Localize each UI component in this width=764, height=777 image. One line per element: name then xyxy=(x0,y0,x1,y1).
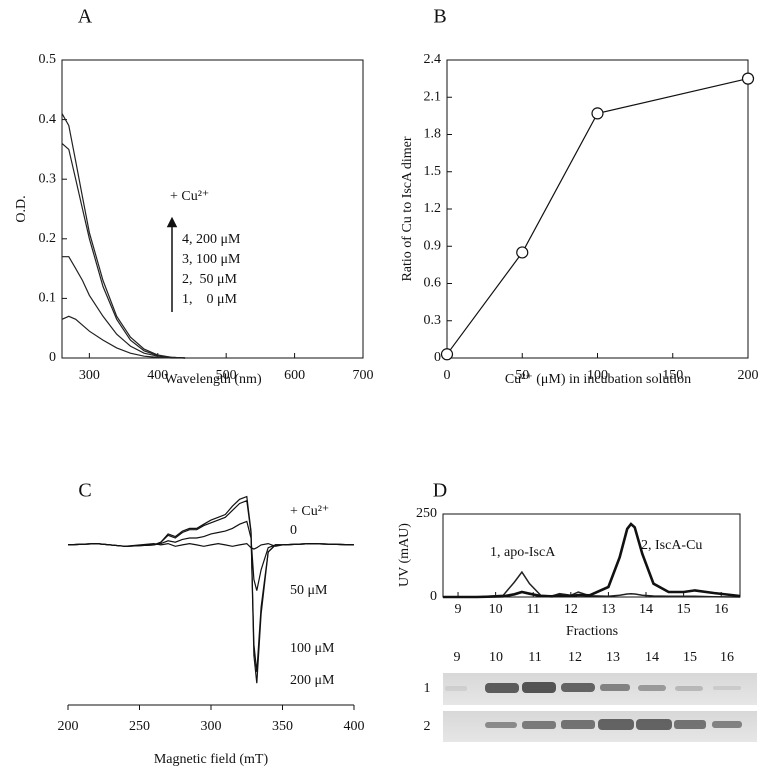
x-tick-label: 14 xyxy=(639,602,653,617)
series-line xyxy=(61,113,186,359)
y-tick-label: 0.9 xyxy=(424,238,442,253)
y-tick-label: 0.4 xyxy=(39,112,57,127)
series-line xyxy=(443,522,741,599)
y-tick-label: 0.6 xyxy=(424,276,442,291)
lane-label: 13 xyxy=(606,650,620,665)
y-tick-label: 0 xyxy=(434,350,441,365)
series-label: 100 μM xyxy=(290,641,335,656)
data-point xyxy=(516,246,529,259)
series-line xyxy=(67,520,355,591)
x-tick-label: 400 xyxy=(147,368,168,383)
y-axis-label: Ratio of Cu to IscA dimer xyxy=(400,136,415,281)
y-tick-label: 0.1 xyxy=(39,291,57,306)
x-tick-label: 400 xyxy=(344,719,365,734)
x-tick-label: 200 xyxy=(58,719,79,734)
x-tick-label: 0 xyxy=(444,368,451,383)
x-axis-label: Magnetic field (mT) xyxy=(154,752,269,767)
series-label: 2, IscA-Cu xyxy=(641,538,702,553)
lane-label: 9 xyxy=(454,650,461,665)
data-point xyxy=(741,72,755,85)
y-tick-label: 1.2 xyxy=(424,201,442,216)
x-tick-label: 350 xyxy=(272,719,293,734)
x-tick-label: 16 xyxy=(714,602,728,617)
annotation: + Cu²⁺ xyxy=(170,189,209,204)
y-tick-label: 0.5 xyxy=(39,52,57,67)
panel-label: D xyxy=(433,480,447,502)
y-tick-label: 250 xyxy=(416,506,437,521)
series-label: 50 μM xyxy=(290,583,328,598)
x-tick-label: 200 xyxy=(738,368,759,383)
y-tick-label: 2.1 xyxy=(424,89,442,104)
row-label: 2 xyxy=(424,719,431,734)
x-tick-label: 10 xyxy=(489,602,503,617)
series-label: 0 xyxy=(290,523,297,538)
x-tick-label: 11 xyxy=(526,602,539,617)
y-tick-label: 1.5 xyxy=(424,164,442,179)
series-line xyxy=(446,78,749,355)
bands xyxy=(445,682,742,730)
series-label: 3, 100 μM xyxy=(182,252,241,267)
y-tick-label: 0.3 xyxy=(39,171,57,186)
series-line xyxy=(67,542,355,550)
lane-label: 16 xyxy=(720,650,734,665)
x-tick-label: 12 xyxy=(564,602,578,617)
gel xyxy=(443,673,757,742)
y-tick-label: 0 xyxy=(430,589,437,604)
series-label: 1, apo-IscA xyxy=(490,545,556,560)
x-tick-label: 250 xyxy=(129,719,150,734)
plot-frame xyxy=(446,59,749,359)
y-tick-label: 0.3 xyxy=(424,313,442,328)
x-tick-label: 600 xyxy=(284,368,305,383)
series-line xyxy=(443,570,741,598)
x-tick-label: 13 xyxy=(601,602,615,617)
annotation: + Cu²⁺ xyxy=(290,504,329,519)
x-tick-label: 15 xyxy=(677,602,691,617)
row-label: 1 xyxy=(424,681,431,696)
y-tick-label: 2.4 xyxy=(424,52,442,67)
series-label: 4, 200 μM xyxy=(182,232,241,247)
series-line xyxy=(67,495,355,684)
x-axis-label: Cu²⁺ (μM) in incubation solution xyxy=(505,372,691,387)
lane-label: 12 xyxy=(568,650,582,665)
x-tick-label: 300 xyxy=(201,719,222,734)
series-label: 2, 50 μM xyxy=(182,272,238,287)
y-axis-label: UV (mAU) xyxy=(397,523,412,587)
series-label: 1, 0 μM xyxy=(182,292,238,307)
y-tick-label: 0 xyxy=(49,350,56,365)
x-axis-label: Wavelength (nm) xyxy=(164,372,262,387)
lane-label: 15 xyxy=(683,650,697,665)
x-tick-label: 300 xyxy=(79,368,100,383)
y-axis-label: O.D. xyxy=(14,195,29,222)
x-axis-label: Fractions xyxy=(566,624,618,639)
x-tick-label: 500 xyxy=(216,368,237,383)
y-tick-label: 1.8 xyxy=(424,127,442,142)
data-point xyxy=(440,348,454,361)
panel-label: B xyxy=(433,6,446,28)
panel-label: A xyxy=(78,6,93,28)
series-line xyxy=(62,256,186,359)
panel-label: C xyxy=(78,480,91,502)
data-point xyxy=(591,107,604,120)
x-tick-label: 700 xyxy=(353,368,374,383)
lane-label: 11 xyxy=(528,650,541,665)
x-tick-label: 9 xyxy=(455,602,462,617)
lane-label: 10 xyxy=(489,650,503,665)
x-tick-label: 50 xyxy=(515,368,529,383)
series-line xyxy=(61,315,186,359)
lane-label: 14 xyxy=(645,650,659,665)
y-tick-label: 0.2 xyxy=(39,231,57,246)
series-label: 200 μM xyxy=(290,673,335,688)
plot-frame xyxy=(442,513,741,598)
x-tick-label: 150 xyxy=(662,368,683,383)
x-tick-label: 100 xyxy=(587,368,608,383)
plot-frame xyxy=(61,59,364,359)
